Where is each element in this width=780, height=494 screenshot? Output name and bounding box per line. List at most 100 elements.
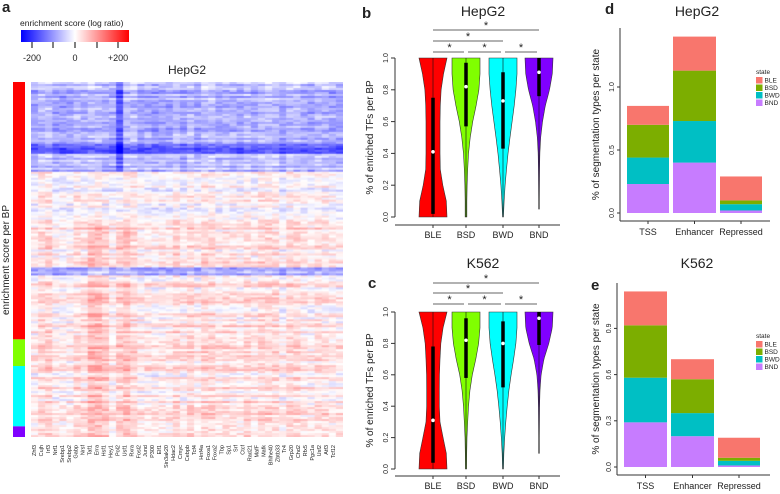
heatmap-column-label: Hdac2 [171,445,177,461]
violin-median-point [464,338,468,343]
bar-segment-bnd [671,436,714,467]
violin-median-point [537,316,541,321]
bar-segment-bsd [673,70,716,122]
heatmap-column-label: Srebp1 [60,445,66,463]
colorbar-title: enrichment score (log ratio) [20,18,124,28]
state-bar-bsd [13,339,25,366]
bar-title: HepG2 [675,3,720,19]
heatmap-column-label: Usf2 [317,445,323,456]
significance-star: * [447,294,452,306]
y-tick-label: 0.0 [383,464,390,474]
y-tick-label: 0.3 [606,416,613,426]
heatmap-column-label: Cebpb [185,445,191,461]
x-tick-label: Repressed [719,227,763,237]
heatmap-column-label: Chd2 [296,445,302,458]
violin-ylabel: % of enriched TFs per BP [365,80,376,195]
bar-segment-ble [718,437,760,458]
violin-median-point [431,150,435,154]
heatmap-column-label: Hsf1 [102,445,108,456]
violin-median-point [501,341,505,346]
x-tick-label: BLE [424,230,441,240]
panel-letter-b: b [362,5,371,22]
bar-ylabel: % of segmentation types per state [591,48,602,200]
y-tick-label: 0.5 [609,145,616,155]
bar-segment-bnd [627,184,669,213]
y-tick-label: 1.0 [609,82,616,92]
heatmap-column-label: Jund [143,445,149,457]
heatmap-column-label: Usf1 [122,445,128,456]
bar-segment-ble [627,105,669,125]
heatmap-column-label: Taf1 [88,445,94,455]
significance-star: * [519,42,524,54]
heatmap-column-label: Foxa2 [213,445,219,460]
heatmap-column-label: Tcf12 [331,445,337,458]
heatmap-column-label: Tbp [220,445,226,454]
heatmap [31,82,343,437]
legend-label: BSD [765,349,779,356]
heatmap-column-label: Bhlhe40 [268,445,274,465]
heatmap-column-label: Tcf4 [192,445,198,455]
legend-label: BND [765,364,779,371]
legend-swatch-bwd [756,356,763,363]
legend-label: BND [765,100,779,107]
heatmap-column-label: Nrf1 [53,445,59,455]
legend-title: state [756,69,770,76]
heatmap-column-label: Rxra [129,444,135,457]
y-tick-label: 0.4 [383,148,390,158]
legend-swatch-bnd [756,363,763,370]
bar-segment-bnd [720,210,762,213]
y-tick-label: 0.6 [606,370,613,380]
panel-letter-c: c [368,275,376,292]
bar-segment-bsd [718,457,760,461]
colorbar-tick-label: 0 [72,53,77,63]
violin-median-point [537,70,541,75]
heatmap-column-label: Sin3ak20 [164,445,170,468]
y-tick-label: 1.0 [383,307,390,317]
y-tick-label: 0.6 [383,117,390,127]
heatmap-column-label: Rad21 [247,445,253,461]
heatmap-column-label: Ctcf [241,445,247,455]
state-bar-bwd [13,366,25,427]
heatmap-column-label: Gabp [74,445,80,458]
x-tick-label: Enhancer [675,227,714,237]
state-bar-bnd [13,426,25,437]
heatmap-column-label: Pol2 [115,445,121,456]
colorbar-tick-label: +200 [108,53,128,63]
bar-segment-bsd [627,124,669,158]
heatmap-column-label: Nrsf [81,445,87,456]
y-tick-label: 0.6 [383,370,390,380]
heatmap-column-label: MafF [254,444,260,457]
significance-star: * [484,273,489,285]
heatmap-column-label: Hnf4a [199,444,205,460]
bar-segment-bwd [671,413,714,437]
bar-segment-ble [673,36,716,71]
x-tick-label: BND [529,481,549,491]
x-tick-label: BWD [493,481,514,491]
bar-segment-bnd [718,465,760,467]
bar-segment-bwd [718,460,760,466]
panel-letter-d: d [605,1,614,18]
x-tick-label: BSD [457,481,476,491]
significance-star: * [482,42,487,54]
heatmap-column-label: Fosl2 [136,445,142,458]
y-tick-label: 0.8 [383,338,390,348]
heatmap-column-label: Erra [95,444,101,455]
heatmap-column-label: Elf1 [157,445,163,454]
legend-swatch-bsd [756,348,763,355]
y-tick-label: 0.0 [606,462,613,472]
legend-swatch-ble [756,341,763,348]
bar-segment-bwd [624,377,667,423]
x-tick-label: BWD [493,230,514,240]
heatmap-column-label: Srebp2 [67,445,73,463]
bar-ylabel: % of segmentation types per state [591,303,602,455]
legend-title: state [756,333,770,340]
violin-title: K562 [467,255,500,271]
bar-title: K562 [681,255,714,271]
panel-letter-a: a [2,0,11,16]
heatmap-column-label: Cmyc [178,445,184,459]
significance-star: * [466,31,471,43]
y-tick-label: 0.0 [609,208,616,218]
bar-segment-bnd [673,162,716,213]
significance-star: * [484,20,489,32]
